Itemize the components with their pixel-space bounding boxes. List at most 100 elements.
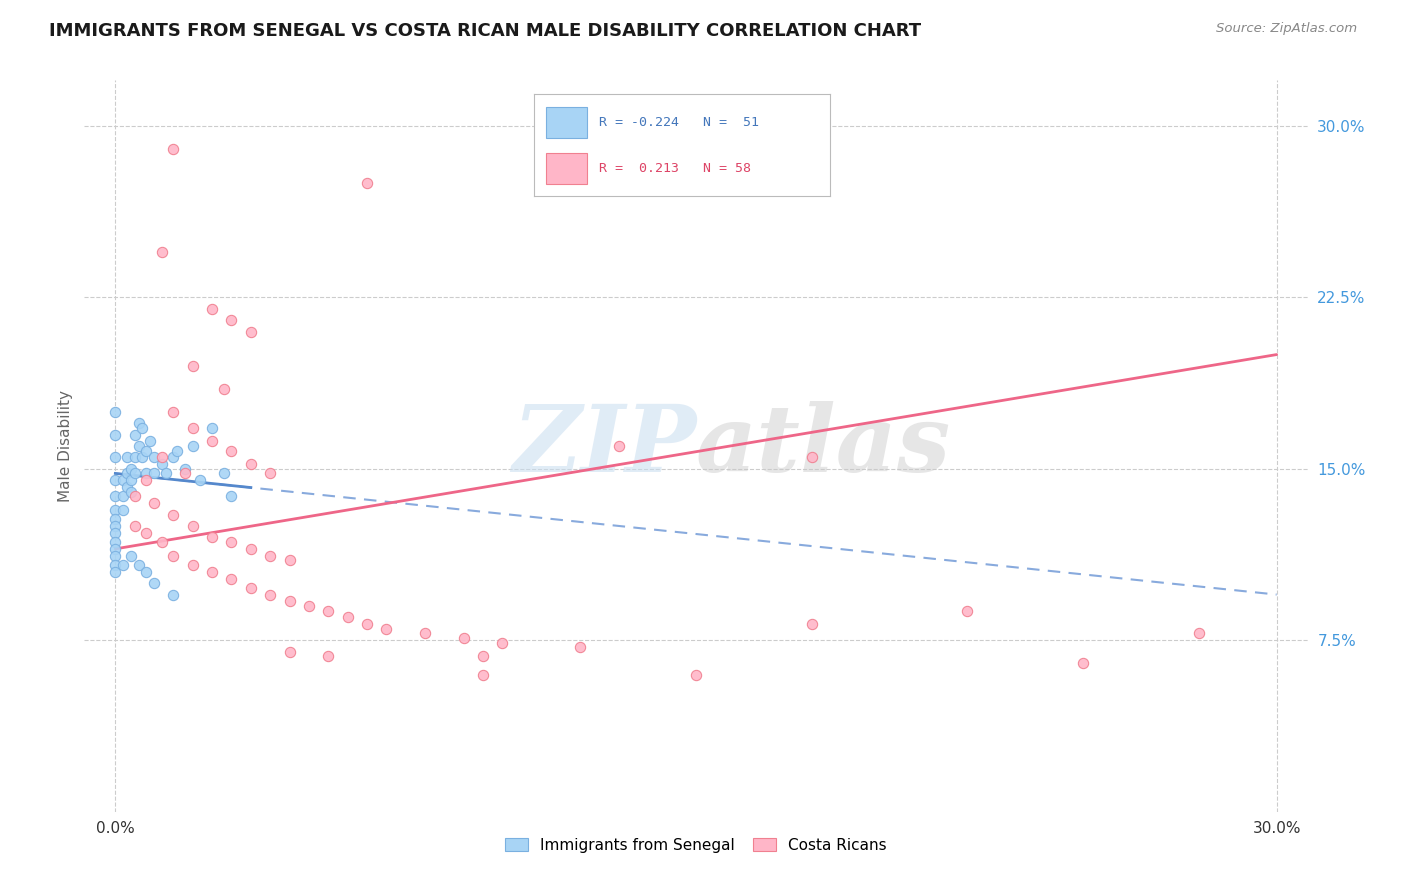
Bar — [546, 153, 588, 184]
Bar — [546, 107, 588, 137]
Point — [115, 450, 138, 465]
Point — [316, 604, 339, 618]
Point — [104, 427, 127, 442]
Point — [181, 558, 204, 572]
Point — [181, 421, 204, 435]
Text: atlas: atlas — [696, 401, 952, 491]
Point — [221, 313, 243, 327]
Point — [104, 525, 127, 540]
Point — [104, 535, 127, 549]
Point — [128, 439, 150, 453]
Point — [104, 450, 127, 465]
Point — [143, 467, 166, 481]
Point — [298, 599, 321, 613]
Point — [135, 467, 157, 481]
Point — [221, 535, 243, 549]
Point — [104, 489, 127, 503]
Point — [124, 450, 146, 465]
Point — [166, 443, 188, 458]
Point — [956, 604, 979, 618]
Point — [181, 439, 204, 453]
Point — [150, 458, 173, 472]
Point — [259, 549, 281, 563]
Point — [453, 631, 475, 645]
Point — [150, 244, 173, 259]
Point — [115, 467, 138, 481]
Point — [112, 558, 135, 572]
Point — [139, 434, 162, 449]
Point — [104, 541, 127, 556]
Point — [124, 467, 146, 481]
Point — [375, 622, 398, 636]
Point — [135, 565, 157, 579]
Legend: Immigrants from Senegal, Costa Ricans: Immigrants from Senegal, Costa Ricans — [499, 831, 893, 859]
Point — [128, 416, 150, 430]
Point — [150, 535, 173, 549]
Point — [120, 473, 142, 487]
Point — [278, 594, 301, 608]
Point — [491, 635, 513, 649]
Point — [143, 450, 166, 465]
Point — [135, 525, 157, 540]
Point — [174, 467, 197, 481]
Point — [162, 508, 184, 522]
Point — [336, 610, 359, 624]
Point — [278, 553, 301, 567]
Point — [607, 439, 630, 453]
Point — [104, 503, 127, 517]
Point — [201, 530, 224, 544]
Point — [104, 558, 127, 572]
Point — [104, 405, 127, 419]
Text: R =  0.213   N = 58: R = 0.213 N = 58 — [599, 162, 751, 175]
Point — [104, 473, 127, 487]
Point — [356, 617, 378, 632]
Point — [162, 142, 184, 156]
Point — [112, 473, 135, 487]
Point — [181, 359, 204, 373]
Point — [201, 421, 224, 435]
Y-axis label: Male Disability: Male Disability — [58, 390, 73, 502]
Point — [143, 496, 166, 510]
Point — [201, 434, 224, 449]
Point — [112, 503, 135, 517]
Point — [120, 462, 142, 476]
Point — [239, 581, 262, 595]
Point — [124, 427, 146, 442]
Point — [239, 325, 262, 339]
Point — [221, 489, 243, 503]
Point — [568, 164, 591, 178]
Point — [124, 519, 146, 533]
Point — [135, 473, 157, 487]
Point — [155, 467, 177, 481]
Point — [1071, 656, 1094, 670]
Point — [221, 443, 243, 458]
Point — [356, 176, 378, 190]
Point — [112, 489, 135, 503]
Point — [128, 558, 150, 572]
Text: R = -0.224   N =  51: R = -0.224 N = 51 — [599, 116, 759, 128]
Point — [259, 467, 281, 481]
Point — [131, 450, 153, 465]
Text: IMMIGRANTS FROM SENEGAL VS COSTA RICAN MALE DISABILITY CORRELATION CHART: IMMIGRANTS FROM SENEGAL VS COSTA RICAN M… — [49, 22, 921, 40]
Point — [239, 458, 262, 472]
Point — [685, 667, 707, 681]
Point — [212, 467, 235, 481]
Point — [239, 541, 262, 556]
Point — [201, 301, 224, 316]
Point — [104, 512, 127, 526]
Text: Source: ZipAtlas.com: Source: ZipAtlas.com — [1216, 22, 1357, 36]
Point — [201, 565, 224, 579]
Point — [278, 645, 301, 659]
Point — [162, 405, 184, 419]
Point — [162, 588, 184, 602]
Point — [104, 519, 127, 533]
Point — [212, 382, 235, 396]
Point — [120, 549, 142, 563]
Text: ZIP: ZIP — [512, 401, 696, 491]
Point — [472, 649, 495, 664]
Point — [150, 450, 173, 465]
Point — [131, 421, 153, 435]
Point — [143, 576, 166, 591]
Point — [472, 667, 495, 681]
Point — [221, 572, 243, 586]
